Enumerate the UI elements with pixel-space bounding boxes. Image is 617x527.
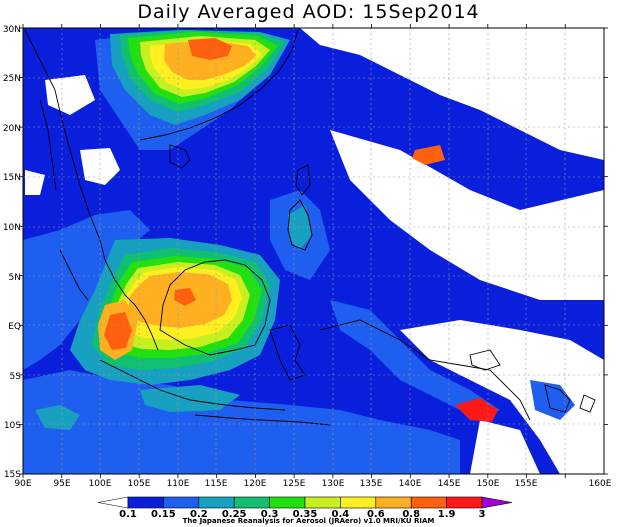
tick-marks [19,24,608,478]
map-title: Daily Averaged AOD: 15Sep2014 [137,1,480,23]
colorbar-swatch [375,496,412,509]
lon-label: 130E [322,479,345,489]
lon-label: 110E [167,479,190,489]
aod-0.8-band [104,38,445,350]
lon-label: 135E [360,479,383,489]
lat-label: EQ [8,322,21,332]
colorbar-level-label: 0.3 [261,509,279,520]
lon-label: 140E [399,479,422,489]
colorbar-level-label: 0.15 [151,509,176,520]
lat-label: 5N [9,273,21,283]
lon-label: 145E [438,479,461,489]
lat-label: 20N [3,124,21,134]
colorbar-swatch [127,496,164,509]
credit-line: The Japanese Reanalysis for Aerosol (JRA… [182,517,435,525]
aod-field [23,28,604,474]
colorbar-swatch [163,496,200,509]
colorbar: 0.1 0.15 0.2 0.25 0.3 0.35 0.4 0.6 0.8 1.9 3 [97,496,513,520]
colorbar-level-label: 0.1 [119,509,137,520]
colorbar-level-label: 0.2 [190,509,208,520]
lon-label: 115E [205,479,228,489]
colorbar-swatch [340,496,377,509]
lon-label: 150E [477,479,500,489]
colorbar-level-label: 0.4 [332,509,350,520]
lon-label: 160E [589,479,612,489]
lat-label: 25N [3,74,21,84]
lon-label: 120E [244,479,267,489]
latitude-labels: 30N 25N 20N 15N 10N 5N EQ 5S 10S 15S [3,25,21,480]
lon-label: 95E [53,479,70,489]
colorbar-swatch [304,496,341,509]
colorbar-swatch [410,496,447,509]
lat-label: 10N [3,223,21,233]
aod-1.9-band [455,398,498,422]
colorbar-level-label: 0.6 [367,509,385,520]
colorbar-swatch [198,496,235,509]
colorbar-swatch [269,496,306,509]
lon-label: 125E [283,479,306,489]
lon-label: 105E [128,479,151,489]
lat-label: 5S [10,372,22,382]
lat-label: 15S [4,470,21,480]
lon-label: 100E [89,479,112,489]
colorbar-level-label: 3 [479,509,486,520]
colorbar-level-label: 0.35 [293,509,318,520]
colorbar-level-label: 0.8 [402,509,420,520]
lat-label: 15N [3,173,21,183]
lon-label: 90E [14,479,31,489]
lon-label: 155E [515,479,538,489]
colorbar-swatch [233,496,270,509]
longitude-labels: 90E 95E 100E 105E 110E 115E 120E 125E 13… [14,479,611,489]
map-frame [22,27,605,475]
colorbar-min-arrow [97,496,129,509]
colorbar-swatch [446,496,483,509]
lat-label: 30N [3,25,21,35]
colorbar-level-label: 1.9 [438,509,456,520]
gridlines [23,28,604,474]
colorbar-max-arrow [481,496,513,509]
colorbar-level-label: 0.25 [222,509,247,520]
lat-label: 10S [4,421,21,431]
